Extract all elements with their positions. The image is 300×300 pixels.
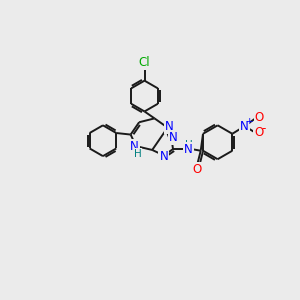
Text: O: O xyxy=(255,111,264,124)
Text: N: N xyxy=(169,131,177,144)
Text: Cl: Cl xyxy=(139,56,150,69)
Text: H: H xyxy=(134,149,142,159)
Text: O: O xyxy=(254,126,263,139)
Text: N: N xyxy=(130,140,139,153)
Text: +: + xyxy=(245,117,253,126)
Text: N: N xyxy=(165,120,173,133)
Text: N: N xyxy=(184,143,193,156)
Text: O: O xyxy=(192,163,202,176)
Text: -: - xyxy=(262,122,266,135)
Text: N: N xyxy=(240,120,249,133)
Text: N: N xyxy=(159,150,168,164)
Text: H: H xyxy=(184,140,192,150)
